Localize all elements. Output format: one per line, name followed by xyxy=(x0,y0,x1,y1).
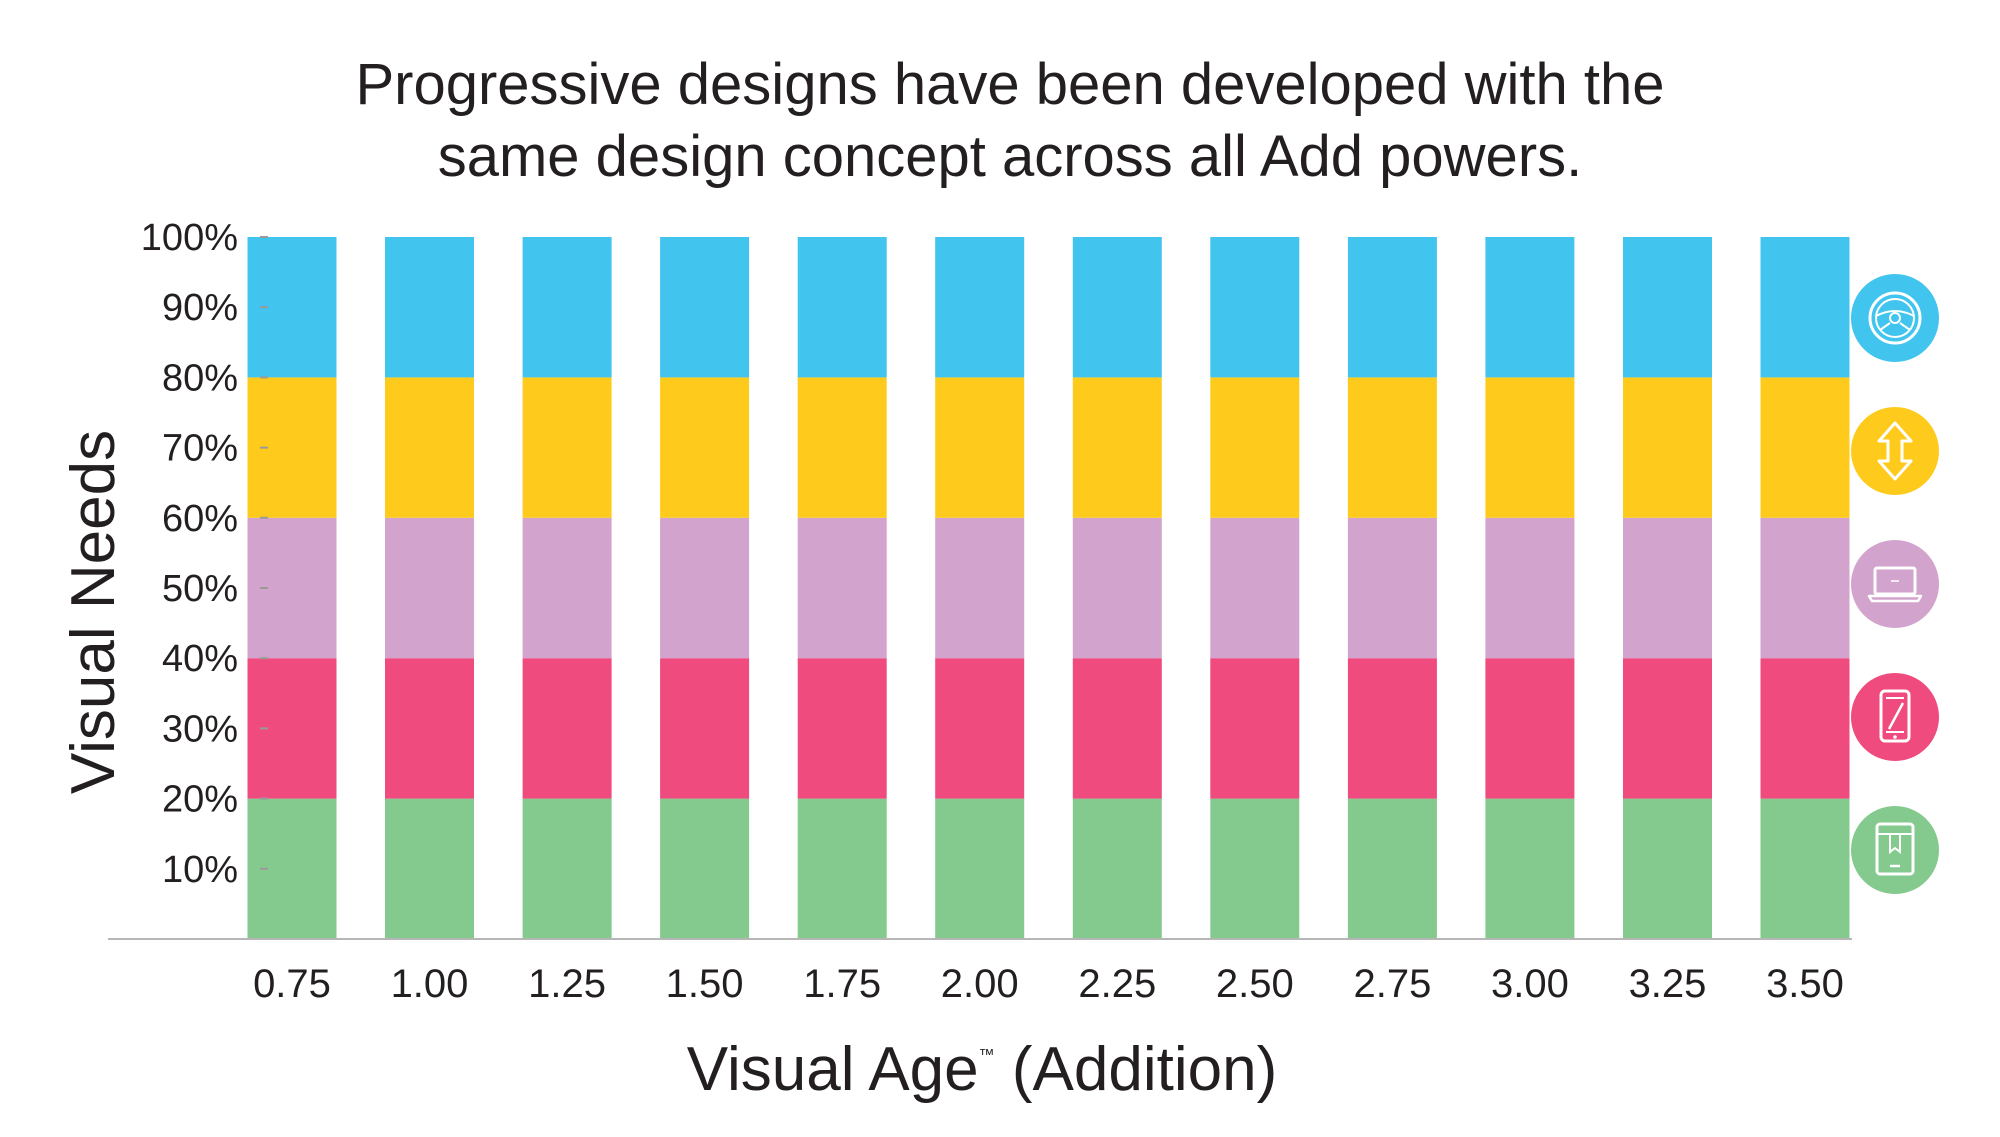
bar-segment-1.00-4 xyxy=(385,377,474,518)
book-icon xyxy=(1851,806,1939,894)
bar-segment-1.75-4 xyxy=(797,377,887,518)
x-tick-label: 2.25 xyxy=(1078,962,1156,1006)
bar-segment-1.00-5 xyxy=(385,237,474,378)
x-tick-label: 3.00 xyxy=(1491,962,1569,1006)
bar-segment-2.00-2 xyxy=(935,658,1025,799)
bar-segment-3.50-4 xyxy=(1760,377,1850,518)
chart-title-line-2: same design concept across all Add power… xyxy=(438,124,1583,189)
x-axis-label-main: Visual Age xyxy=(687,1035,979,1104)
x-tick-label: 1.50 xyxy=(666,962,744,1006)
x-axis-label-suffix: (Addition) xyxy=(995,1035,1278,1104)
x-axis-label: Visual Age™ (Addition) xyxy=(687,1035,1277,1104)
bar-segment-3.00-1 xyxy=(1485,798,1575,939)
bar-segment-1.50-5 xyxy=(660,237,750,378)
bar-segment-1.50-1 xyxy=(660,798,750,939)
bar-segment-2.00-3 xyxy=(935,517,1025,659)
bar-segment-3.25-1 xyxy=(1623,798,1712,939)
y-tick-label: 20% xyxy=(162,779,238,821)
x-axis-label-trademark: ™ xyxy=(979,1047,995,1064)
bar-segment-2.50-4 xyxy=(1210,377,1300,518)
bar-segment-1.25-3 xyxy=(522,517,612,659)
bar-segment-1.25-2 xyxy=(522,658,612,799)
bar-segment-2.75-3 xyxy=(1347,517,1437,659)
x-tick-label: 1.00 xyxy=(391,962,469,1006)
bar-segment-2.00-1 xyxy=(935,798,1025,939)
y-tick-label: 80% xyxy=(162,357,238,399)
y-tick-label: 30% xyxy=(162,708,238,750)
bar-segment-2.50-5 xyxy=(1210,237,1300,378)
bar-segment-1.50-3 xyxy=(660,517,750,659)
legend-icons xyxy=(1851,274,1939,894)
bar-segment-3.25-2 xyxy=(1623,658,1712,799)
bar-segment-1.25-5 xyxy=(522,237,612,378)
bar-segment-3.00-2 xyxy=(1485,658,1575,799)
vertical-arrows-icon xyxy=(1851,407,1939,495)
bar-segment-1.75-2 xyxy=(797,658,887,799)
bar-segment-2.75-1 xyxy=(1347,798,1437,939)
x-tick-label: 3.25 xyxy=(1629,962,1707,1006)
bar-segment-2.50-1 xyxy=(1210,798,1300,939)
bar-segment-3.25-5 xyxy=(1623,237,1712,378)
bar-segment-1.25-4 xyxy=(522,377,612,518)
x-tick-label: 0.75 xyxy=(253,962,331,1006)
smartphone-icon xyxy=(1851,673,1939,761)
bar-segment-2.25-3 xyxy=(1072,517,1162,659)
bar-segment-1.75-1 xyxy=(797,798,887,939)
x-tick-label: 3.50 xyxy=(1766,962,1844,1006)
bar-segment-1.25-1 xyxy=(522,798,612,939)
bar-segment-1.00-3 xyxy=(385,517,474,659)
bar-segment-1.00-1 xyxy=(385,798,474,939)
bar-segment-3.50-3 xyxy=(1760,517,1850,659)
bar-segment-2.25-5 xyxy=(1072,237,1162,378)
bar-segment-1.50-2 xyxy=(660,658,750,799)
y-tick-label: 70% xyxy=(162,428,238,470)
y-tick-label: 60% xyxy=(162,498,238,540)
bars-group xyxy=(247,237,1850,939)
bar-segment-3.00-3 xyxy=(1485,517,1575,659)
y-tick-label: 10% xyxy=(162,849,238,891)
y-axis-label: Visual Needs xyxy=(59,430,128,794)
bar-segment-2.00-4 xyxy=(935,377,1025,518)
bar-segment-2.25-4 xyxy=(1072,377,1162,518)
steering-wheel-icon xyxy=(1851,274,1939,362)
bar-segment-3.50-5 xyxy=(1760,237,1850,378)
y-tick-label: 50% xyxy=(162,568,238,610)
y-tick-label: 90% xyxy=(162,287,238,329)
bar-segment-2.75-2 xyxy=(1347,658,1437,799)
laptop-icon xyxy=(1851,540,1939,628)
bar-segment-2.50-2 xyxy=(1210,658,1300,799)
bar-segment-1.75-3 xyxy=(797,517,887,659)
y-axis-ticks: 10% 20% 30% 40% 50% 60% 70% 80% 90% 100% xyxy=(141,217,268,891)
bar-segment-2.50-3 xyxy=(1210,517,1300,659)
x-tick-label: 2.50 xyxy=(1216,962,1294,1006)
bar-segment-2.25-1 xyxy=(1072,798,1162,939)
bar-segment-2.75-4 xyxy=(1347,377,1437,518)
chart-title-line-1: Progressive designs have been developed … xyxy=(355,52,1664,117)
bar-segment-3.25-4 xyxy=(1623,377,1712,518)
bar-segment-3.00-4 xyxy=(1485,377,1575,518)
y-tick-label: 100% xyxy=(141,217,238,259)
x-tick-label: 1.75 xyxy=(803,962,881,1006)
bar-segment-3.50-2 xyxy=(1760,658,1850,799)
bar-segment-2.75-5 xyxy=(1347,237,1437,378)
bar-segment-3.25-3 xyxy=(1623,517,1712,659)
x-tick-label: 2.00 xyxy=(941,962,1019,1006)
bar-segment-2.25-2 xyxy=(1072,658,1162,799)
x-tick-label: 2.75 xyxy=(1353,962,1431,1006)
bar-segment-3.00-5 xyxy=(1485,237,1575,378)
bar-segment-1.75-5 xyxy=(797,237,887,378)
bar-segment-1.50-4 xyxy=(660,377,750,518)
x-tick-label: 1.25 xyxy=(528,962,606,1006)
y-tick-label: 40% xyxy=(162,638,238,680)
bar-segment-3.50-1 xyxy=(1760,798,1850,939)
bar-segment-2.00-5 xyxy=(935,237,1025,378)
x-axis-ticks: 0.75 1.00 1.25 1.50 1.75 2.00 2.25 2.50 2.75 3.00… xyxy=(253,962,1844,1006)
bar-segment-1.00-2 xyxy=(385,658,474,799)
